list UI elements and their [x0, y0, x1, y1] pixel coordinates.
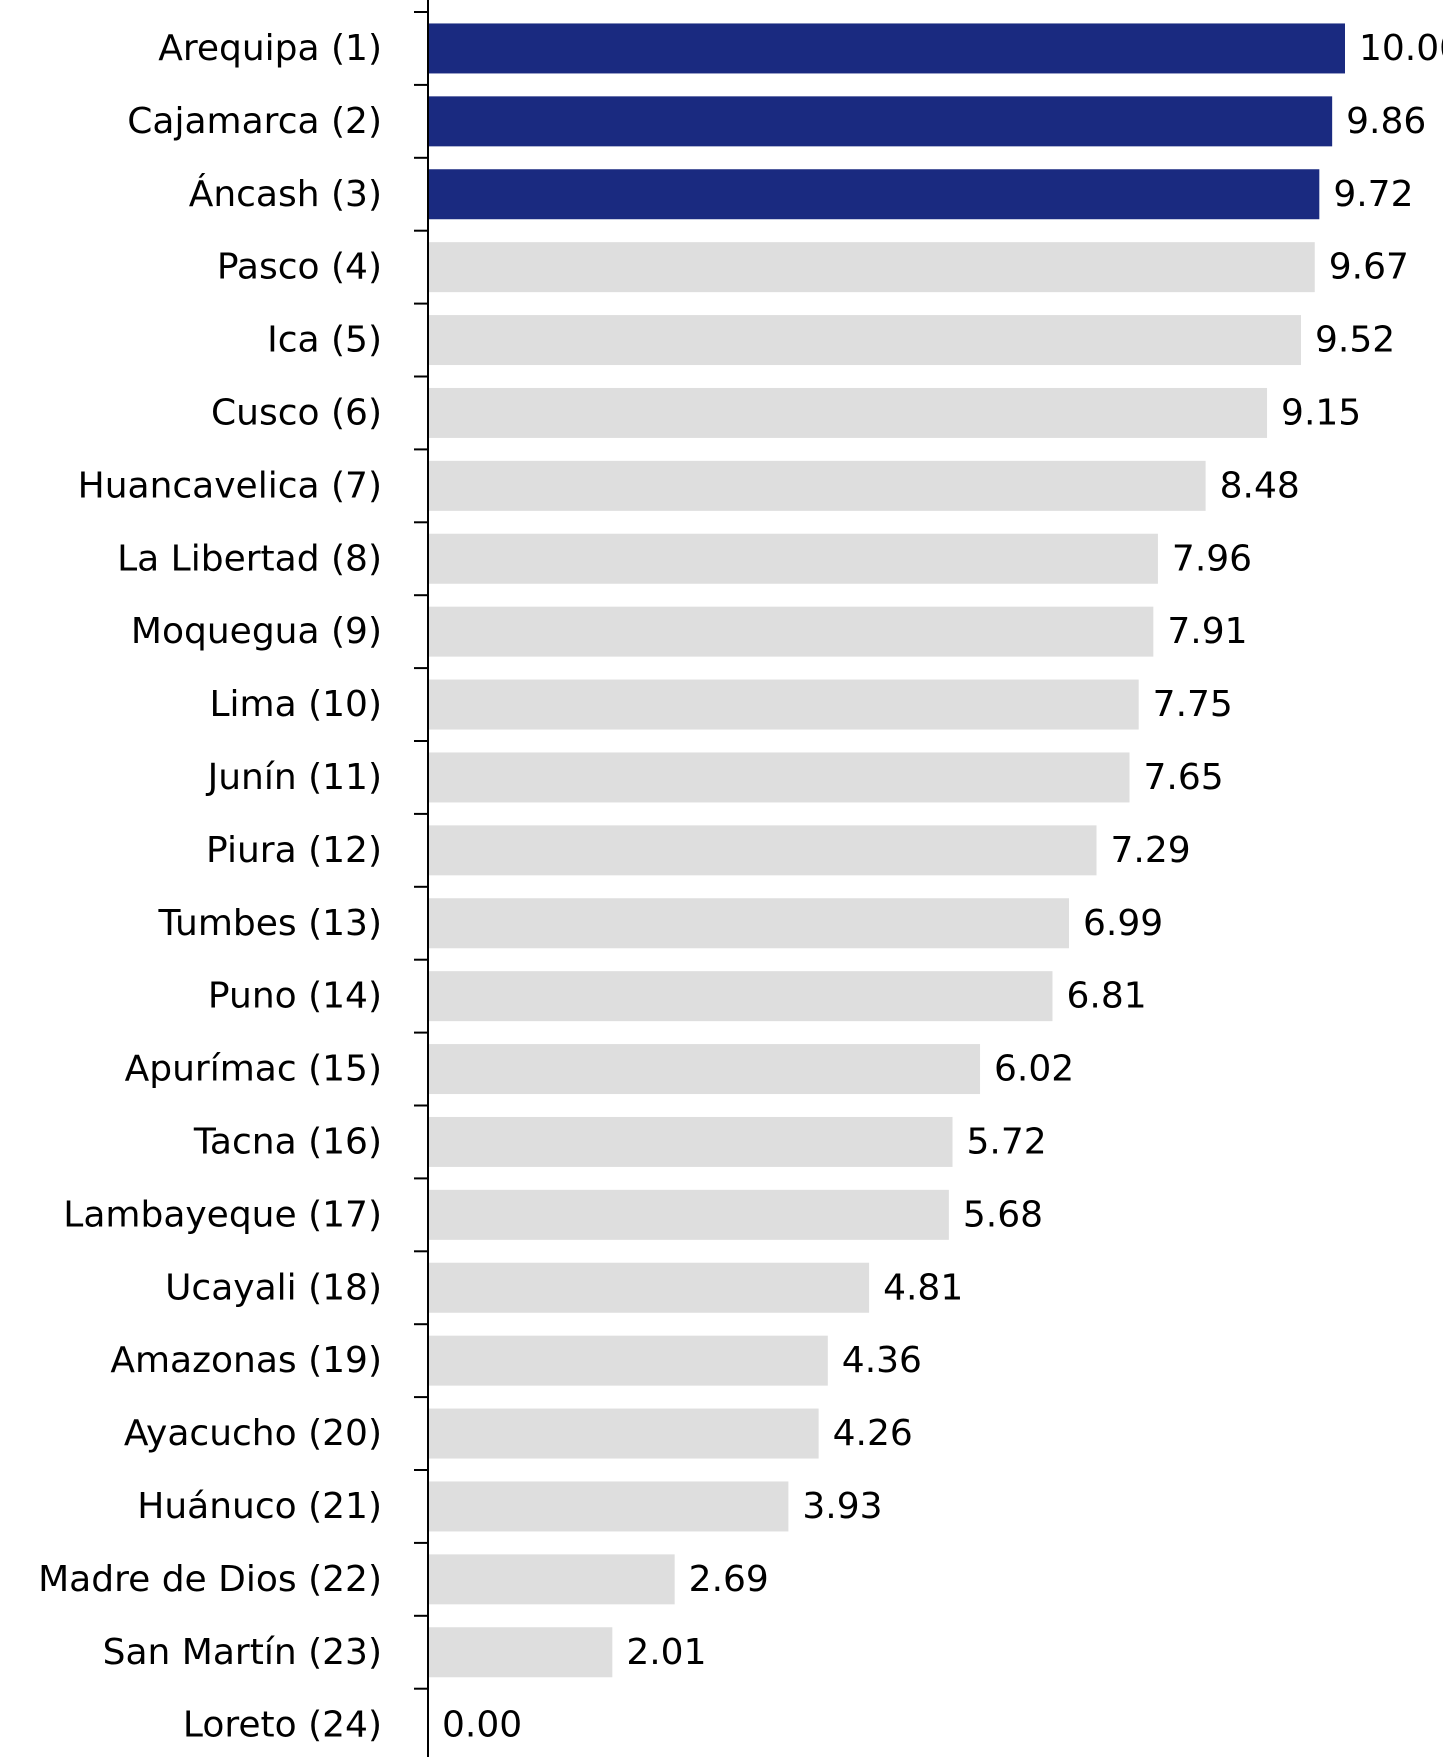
category-label: Loreto (24): [183, 1705, 382, 1746]
category-label: Junín (11): [206, 757, 382, 798]
bar-7: [428, 460, 1206, 511]
value-label: 4.26: [833, 1413, 913, 1454]
value-label: 0.00: [442, 1705, 522, 1746]
bar-10: [428, 679, 1139, 730]
category-label: Ucayali (18): [165, 1267, 382, 1308]
value-label: 6.81: [1066, 976, 1146, 1017]
value-label: 2.01: [626, 1632, 706, 1673]
category-label: Cajamarca (2): [127, 101, 382, 142]
value-label: 9.86: [1346, 101, 1426, 142]
category-label: Moquegua (9): [131, 611, 382, 652]
value-label: 5.68: [963, 1194, 1043, 1235]
bar-18: [428, 1262, 870, 1313]
category-label: San Martín (23): [103, 1632, 382, 1673]
category-label: Huánuco (21): [137, 1486, 382, 1527]
category-label: Cusco (6): [211, 392, 382, 433]
bar-12: [428, 825, 1097, 876]
bar-14: [428, 971, 1053, 1022]
category-label: La Libertad (8): [117, 538, 382, 579]
bar-17: [428, 1189, 949, 1240]
category-label: Tumbes (13): [157, 903, 382, 944]
value-label: 6.02: [994, 1049, 1074, 1090]
bar-9: [428, 606, 1154, 657]
value-label: 8.48: [1220, 465, 1300, 506]
category-label: Lambayeque (17): [63, 1194, 382, 1235]
value-label: 4.36: [842, 1340, 922, 1381]
bar-2: [428, 96, 1333, 147]
value-label: 4.81: [883, 1267, 963, 1308]
bar-15: [428, 1044, 981, 1095]
value-label: 7.96: [1172, 538, 1252, 579]
bar-8: [428, 533, 1158, 584]
bar-23: [428, 1627, 613, 1678]
value-label: 7.65: [1144, 757, 1224, 798]
value-label: 9.67: [1329, 247, 1409, 288]
bar-16: [428, 1116, 953, 1167]
category-label: Puno (14): [208, 976, 382, 1017]
category-label: Pasco (4): [217, 247, 382, 288]
category-label: Lima (10): [209, 684, 382, 725]
category-label: Ayacucho (20): [124, 1413, 382, 1454]
value-label: 9.52: [1315, 320, 1395, 361]
category-label: Apurímac (15): [125, 1049, 382, 1090]
category-label: Madre de Dios (22): [38, 1559, 382, 1600]
category-label: Huancavelica (7): [78, 465, 382, 506]
value-label: 9.15: [1281, 392, 1361, 433]
value-label: 3.93: [802, 1486, 882, 1527]
bar-4: [428, 242, 1315, 293]
bar-19: [428, 1335, 828, 1386]
bar-22: [428, 1554, 675, 1605]
bar-3: [428, 169, 1320, 220]
value-label: 7.75: [1153, 684, 1233, 725]
bar-5: [428, 315, 1301, 366]
value-label: 10.00: [1359, 28, 1443, 69]
value-label: 9.72: [1333, 174, 1413, 215]
value-label: 5.72: [967, 1121, 1047, 1162]
bar-20: [428, 1408, 819, 1459]
category-label: Ica (5): [267, 320, 382, 361]
category-label: Áncash (3): [189, 173, 382, 215]
category-label: Amazonas (19): [110, 1340, 382, 1381]
value-label: 7.29: [1110, 830, 1190, 871]
category-label: Piura (12): [206, 830, 382, 871]
bar-11: [428, 752, 1130, 803]
bar-21: [428, 1481, 789, 1532]
value-label: 7.91: [1167, 611, 1247, 652]
category-label: Tacna (16): [193, 1121, 382, 1162]
category-label: Arequipa (1): [158, 28, 382, 69]
bar-13: [428, 898, 1069, 949]
value-label: 6.99: [1083, 903, 1163, 944]
bar-6: [428, 387, 1268, 438]
value-label: 2.69: [689, 1559, 769, 1600]
bar-1: [428, 23, 1345, 74]
